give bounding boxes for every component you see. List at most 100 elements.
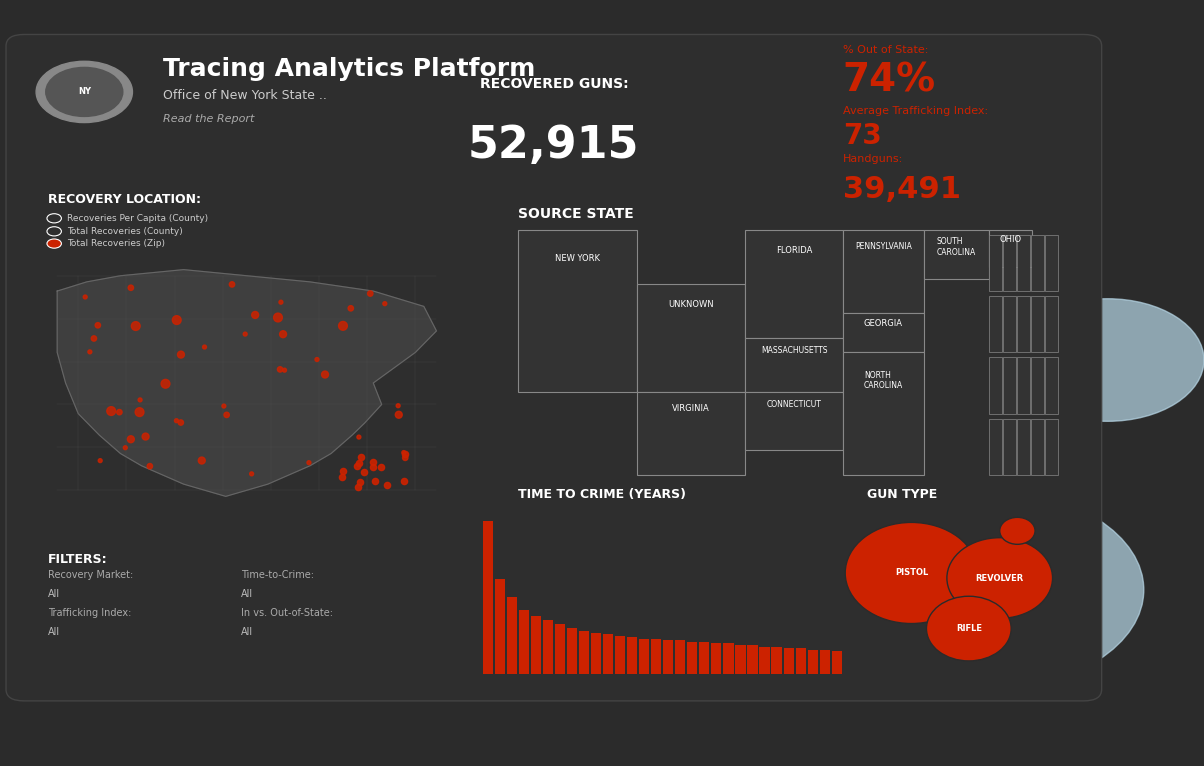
Text: 73: 73: [843, 123, 881, 150]
Point: [389, 408, 408, 421]
Point: [364, 456, 383, 468]
Bar: [784, 648, 793, 674]
Point: [389, 400, 408, 412]
Point: [271, 363, 290, 375]
FancyBboxPatch shape: [1045, 418, 1058, 475]
FancyBboxPatch shape: [990, 296, 1002, 352]
Point: [341, 302, 360, 314]
Point: [223, 278, 242, 290]
Bar: [651, 639, 661, 674]
FancyBboxPatch shape: [843, 352, 925, 475]
Point: [76, 291, 95, 303]
Bar: [495, 579, 504, 674]
FancyBboxPatch shape: [6, 34, 1102, 701]
FancyBboxPatch shape: [1032, 357, 1044, 414]
Text: Total Recoveries (Zip): Total Recoveries (Zip): [67, 239, 165, 248]
Bar: [555, 624, 565, 674]
Text: SOURCE STATE: SOURCE STATE: [518, 208, 633, 221]
Text: NEW YORK: NEW YORK: [555, 254, 600, 263]
Text: PISTOL: PISTOL: [895, 568, 928, 578]
Text: NORTH
CAROLINA: NORTH CAROLINA: [863, 371, 903, 390]
Point: [126, 320, 146, 332]
Point: [88, 319, 107, 332]
FancyBboxPatch shape: [1045, 234, 1058, 291]
Bar: [796, 648, 805, 674]
Text: In vs. Out-of-State:: In vs. Out-of-State:: [241, 607, 332, 618]
FancyBboxPatch shape: [1017, 234, 1031, 291]
Text: Average Trafficking Index:: Average Trafficking Index:: [843, 106, 988, 116]
Text: Office of New York State ..: Office of New York State ..: [163, 90, 326, 102]
Circle shape: [831, 490, 1144, 689]
Circle shape: [46, 67, 123, 116]
Point: [122, 433, 141, 445]
Point: [122, 282, 141, 294]
Point: [361, 287, 380, 300]
Point: [395, 448, 414, 460]
Bar: [832, 651, 842, 674]
FancyBboxPatch shape: [745, 338, 843, 391]
Bar: [820, 650, 830, 674]
Circle shape: [999, 517, 1035, 545]
Text: Recovery Market:: Recovery Market:: [48, 569, 134, 580]
Point: [155, 378, 175, 390]
Bar: [675, 640, 685, 674]
Point: [350, 476, 370, 488]
Point: [110, 406, 129, 418]
FancyBboxPatch shape: [637, 391, 745, 475]
Point: [300, 457, 319, 469]
Bar: [772, 647, 781, 674]
Circle shape: [845, 522, 978, 624]
Point: [271, 296, 290, 309]
FancyBboxPatch shape: [990, 418, 1002, 475]
FancyBboxPatch shape: [1003, 418, 1016, 475]
Text: MASSACHUSETTS: MASSACHUSETTS: [761, 345, 827, 355]
Point: [167, 414, 187, 427]
Text: 74%: 74%: [843, 61, 936, 100]
Bar: [579, 631, 589, 674]
Text: Total Recoveries (County): Total Recoveries (County): [67, 227, 183, 236]
Point: [242, 468, 261, 480]
Point: [354, 466, 373, 479]
Point: [214, 400, 234, 412]
Point: [193, 454, 212, 466]
FancyBboxPatch shape: [1032, 296, 1044, 352]
FancyBboxPatch shape: [1003, 296, 1016, 352]
Point: [349, 481, 368, 493]
FancyBboxPatch shape: [1017, 418, 1031, 475]
Point: [349, 431, 368, 444]
Text: FLORIDA: FLORIDA: [775, 246, 813, 255]
Text: Time-to-Crime:: Time-to-Crime:: [241, 569, 314, 580]
Text: RIFLE: RIFLE: [956, 624, 981, 633]
Point: [365, 476, 384, 488]
Text: RECOVERED GUNS:: RECOVERED GUNS:: [479, 77, 628, 91]
Text: All: All: [241, 588, 253, 599]
Bar: [808, 650, 818, 674]
Point: [81, 345, 100, 358]
Point: [332, 470, 352, 483]
Bar: [687, 642, 697, 674]
Point: [171, 417, 190, 429]
Bar: [567, 628, 577, 674]
Text: NY: NY: [78, 87, 90, 97]
Text: SOUTH
CAROLINA: SOUTH CAROLINA: [937, 237, 976, 257]
Text: FILTERS:: FILTERS:: [48, 553, 108, 565]
FancyBboxPatch shape: [518, 230, 637, 391]
FancyBboxPatch shape: [990, 357, 1002, 414]
Point: [84, 332, 104, 345]
FancyBboxPatch shape: [1017, 296, 1031, 352]
Bar: [531, 616, 541, 674]
Point: [395, 475, 414, 487]
Text: 39,491: 39,491: [843, 175, 961, 205]
FancyBboxPatch shape: [1045, 357, 1058, 414]
Point: [217, 409, 236, 421]
FancyBboxPatch shape: [1017, 357, 1031, 414]
Text: CONNECTICUT: CONNECTICUT: [767, 401, 821, 409]
Text: Tracing Analytics Platform: Tracing Analytics Platform: [163, 57, 535, 81]
Point: [136, 430, 155, 443]
Text: GUN TYPE: GUN TYPE: [867, 488, 937, 500]
Text: PENNSYLVANIA: PENNSYLVANIA: [855, 242, 911, 251]
FancyBboxPatch shape: [925, 230, 990, 279]
Text: TIME TO CRIME (YEARS): TIME TO CRIME (YEARS): [518, 488, 686, 500]
Point: [352, 450, 371, 463]
Text: VIRGINIA: VIRGINIA: [672, 404, 710, 413]
